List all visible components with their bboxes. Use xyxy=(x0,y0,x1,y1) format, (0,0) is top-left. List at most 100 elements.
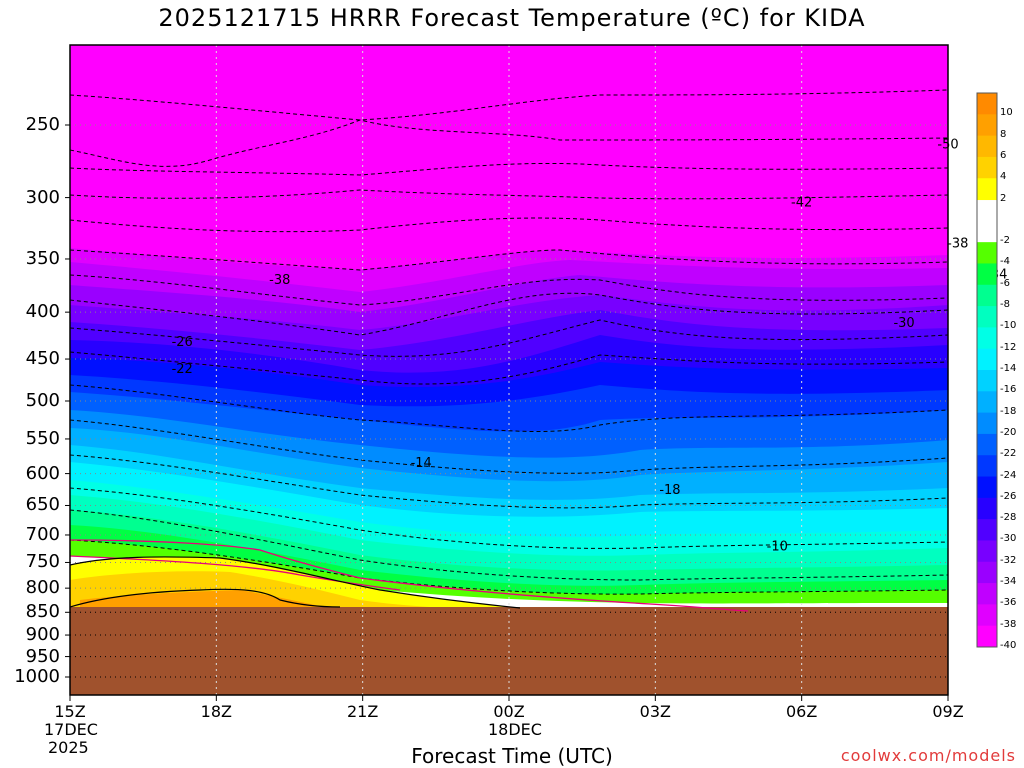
colorbar-label: -16 xyxy=(1000,384,1017,396)
contour-line xyxy=(70,217,948,233)
colorbar-label: -2 xyxy=(1000,235,1010,247)
colorbar-label: -20 xyxy=(1000,426,1017,438)
freezing-line xyxy=(70,555,401,591)
y-tick-label: 350 xyxy=(25,247,60,269)
colorbar-label: -32 xyxy=(1000,554,1017,566)
colorbar-swatch xyxy=(977,625,997,648)
colorbar-swatch xyxy=(977,391,997,414)
colorbar-swatch xyxy=(977,284,997,307)
warm-contours xyxy=(70,556,521,609)
colorbar-swatch xyxy=(977,519,997,541)
x-tick-label: 21Z xyxy=(346,702,379,721)
y-tick-label: 400 xyxy=(25,301,60,323)
credit-link: coolwx.com/models xyxy=(840,746,1016,765)
contour-line xyxy=(70,89,948,121)
contour-lines xyxy=(70,89,948,595)
chart-title: 2025121715 HRRR Forecast Temperature (ºC… xyxy=(158,4,866,32)
colorbar-label: -40 xyxy=(1000,640,1017,651)
colorbar-label: -10 xyxy=(1000,320,1017,332)
colorbar-swatch xyxy=(977,263,997,286)
colorbar-swatch xyxy=(977,540,997,563)
y-tick-label: 1000 xyxy=(14,666,60,687)
contour-label: -38 xyxy=(269,273,290,288)
y-tick-label: 650 xyxy=(25,494,60,516)
colorbar-label: -34 xyxy=(1000,576,1017,588)
contour-line xyxy=(70,249,948,271)
y-tick-label: 850 xyxy=(25,601,60,623)
contour-line xyxy=(70,319,948,357)
colorbar-label: -6 xyxy=(1000,277,1010,289)
contour-line xyxy=(70,351,948,385)
x-start-date: 17DEC xyxy=(44,720,98,739)
colorbar-label: -22 xyxy=(1000,448,1017,460)
y-tick-label: 500 xyxy=(25,390,60,411)
contour-line xyxy=(70,162,948,176)
contour-label: -38 xyxy=(947,237,968,252)
colorbar-label: -28 xyxy=(1000,512,1017,524)
colorbar-swatch xyxy=(977,370,997,392)
x-tick-label: 09Z xyxy=(932,702,964,721)
colorbar-swatch xyxy=(977,156,997,179)
colorbar-swatch xyxy=(977,561,997,584)
colorbar-label: -14 xyxy=(1000,363,1017,374)
colorbar-swatch xyxy=(977,412,997,435)
colorbar-label: -4 xyxy=(1000,256,1010,268)
colorbar-label: 8 xyxy=(1000,128,1007,140)
colorbar-label: -8 xyxy=(1000,299,1010,311)
colorbar-label: 6 xyxy=(1000,149,1007,161)
y-tick-label: 550 xyxy=(25,427,60,449)
colorbar-swatch xyxy=(977,306,997,328)
freezing-line xyxy=(70,539,749,612)
y-tick-label: 750 xyxy=(25,551,60,573)
colorbar-label: -26 xyxy=(1000,490,1017,502)
colorbar-swatch xyxy=(977,348,997,371)
contour-label: -10 xyxy=(767,540,788,555)
colorbar-swatch xyxy=(977,327,997,350)
x-tick-label: 00Z xyxy=(493,702,525,721)
contour-line xyxy=(70,384,948,432)
contour-label: -14 xyxy=(411,456,432,471)
y-tick-label: 450 xyxy=(25,348,60,370)
colorbar-swatch xyxy=(977,604,997,627)
y-tick-label: 700 xyxy=(25,523,60,545)
temperature-shading xyxy=(70,45,948,695)
x-tick-label: 06Z xyxy=(785,702,818,721)
x-start-year: 2025 xyxy=(48,738,89,757)
colorbar-swatch xyxy=(977,455,997,478)
x-tick-label: 18Z xyxy=(200,702,232,721)
colorbar-label: 4 xyxy=(1000,171,1007,183)
contour-line xyxy=(70,189,948,200)
contour-label: -22 xyxy=(172,362,193,377)
y-tick-label: 900 xyxy=(25,624,60,646)
y-tick-label: 250 xyxy=(25,114,60,135)
y-tick-label: 300 xyxy=(25,186,60,208)
contour-label: -42 xyxy=(791,196,812,211)
contour-label: -30 xyxy=(893,316,914,331)
contour-line xyxy=(70,509,948,581)
colorbar-label: -36 xyxy=(1000,597,1017,609)
colorbar-label: -38 xyxy=(1000,618,1017,630)
colorbar-swatch xyxy=(977,135,997,158)
contour-labels: -50-42-38-34-38-30-26-22-14-18-10 xyxy=(172,138,1008,555)
colorbar-swatch xyxy=(977,433,997,456)
freezing-lines xyxy=(70,539,749,612)
y-tick-label: 600 xyxy=(25,462,60,484)
contour-line xyxy=(70,556,521,609)
colorbar-label: -18 xyxy=(1000,405,1017,417)
colorbar-label: 10 xyxy=(1000,107,1013,119)
colorbar-swatch xyxy=(977,114,997,137)
x-axis-title: Forecast Time (UTC) xyxy=(411,744,613,768)
colorbar-swatch xyxy=(977,93,997,115)
colorbar-swatch xyxy=(977,497,997,520)
colorbar-swatch xyxy=(977,583,997,605)
colorbar xyxy=(976,92,998,648)
colorbar-swatch xyxy=(977,178,997,201)
contour-label: -26 xyxy=(172,335,193,350)
x-mid-date: 18DEC xyxy=(488,720,542,739)
x-tick-label: 15Z xyxy=(54,702,86,721)
colorbar-frame xyxy=(976,92,998,648)
colorbar-swatch xyxy=(977,242,997,264)
y-tick-label: 950 xyxy=(25,645,60,667)
contour-line xyxy=(70,588,341,608)
